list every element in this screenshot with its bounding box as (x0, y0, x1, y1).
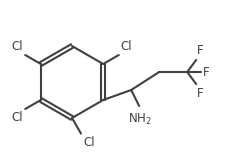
Text: Cl: Cl (121, 40, 132, 53)
Text: NH$_2$: NH$_2$ (128, 112, 152, 127)
Text: F: F (203, 65, 210, 79)
Text: Cl: Cl (12, 40, 23, 53)
Text: Cl: Cl (12, 111, 23, 124)
Text: F: F (197, 87, 204, 100)
Text: F: F (197, 44, 204, 57)
Text: Cl: Cl (83, 136, 95, 149)
